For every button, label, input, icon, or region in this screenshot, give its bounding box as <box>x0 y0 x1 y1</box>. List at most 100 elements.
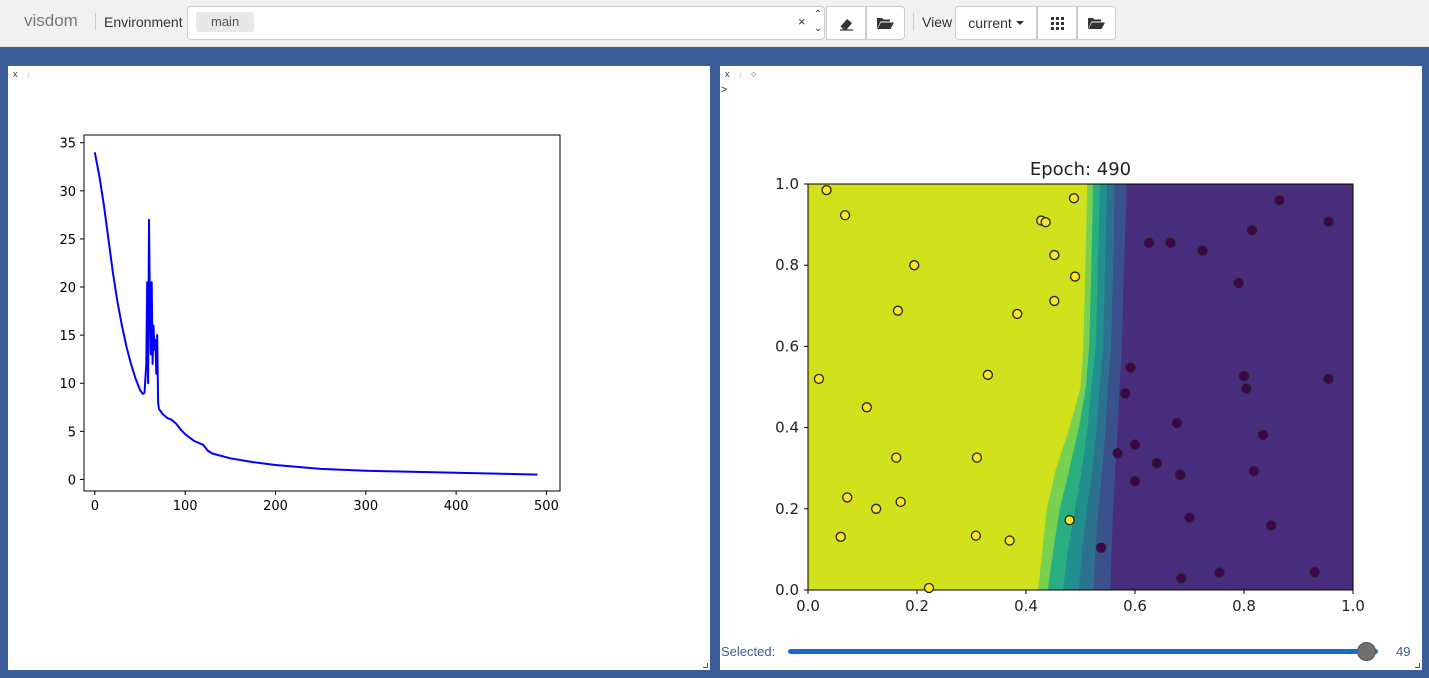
chart-title: Epoch: 490 <box>1030 159 1131 180</box>
scatter-point-class0 <box>1112 448 1123 459</box>
brand-logo[interactable]: visdom <box>24 11 78 30</box>
scatter-point-class0 <box>1233 277 1244 289</box>
scatter-point-class1 <box>891 452 902 463</box>
y-tick-label: 5 <box>68 425 76 440</box>
pane-decision-boundary-plot[interactable]: x ↓ ○ > 0.0 0.2 0.4 0.6 0.8 1.0 0.0 0.2 0.4 0.6 0.… <box>720 66 1422 670</box>
y-tick-label: 0.0 <box>775 581 799 599</box>
loss-series-line <box>93 152 538 476</box>
view-select-dropdown[interactable]: current <box>955 6 1037 40</box>
epoch-slider-row: Selected: 49 <box>720 640 1422 662</box>
y-tick-label: 20 <box>59 281 76 296</box>
scatter-point-class1 <box>839 210 851 221</box>
manage-environments-button[interactable] <box>866 6 905 40</box>
y-tick-label: 0.6 <box>775 337 799 355</box>
scatter-point-class1 <box>982 369 994 380</box>
caret-down-icon <box>1015 21 1024 25</box>
clear-button[interactable] <box>826 6 866 40</box>
scatter-point-class1 <box>923 582 935 594</box>
x-tick-label: 1.0 <box>1341 597 1365 615</box>
scatter-point-class0 <box>1171 417 1183 429</box>
resize-handle[interactable] <box>1415 663 1420 668</box>
chevron-up-icon[interactable]: ⌃ <box>813 9 823 20</box>
scatter-point-class1 <box>1068 193 1080 204</box>
x-tick-label: 0.6 <box>1123 597 1147 615</box>
resize-handle[interactable] <box>703 663 708 668</box>
scatter-point-class1 <box>835 531 846 542</box>
y-tick-label: 0.4 <box>775 419 799 437</box>
x-tick-label: 0.0 <box>796 597 820 615</box>
grid-icon <box>1050 16 1064 30</box>
scatter-point-class1 <box>1049 249 1060 261</box>
scatter-point-class0 <box>1129 476 1141 487</box>
repack-grid-button[interactable] <box>1037 6 1077 40</box>
environment-spinner[interactable]: ⌃ ⌄ <box>811 8 825 39</box>
scatter-point-class0 <box>1165 237 1176 249</box>
scatter-point-class0 <box>1274 195 1285 206</box>
eraser-icon <box>839 18 853 31</box>
pane-download-button[interactable]: ↓ <box>738 69 746 79</box>
top-toolbar: visdom Environment main × ⌃ ⌄ View curre… <box>0 0 1429 47</box>
pane-titlebar: x ↓ ○ <box>725 69 759 79</box>
scatter-point-class0 <box>1257 429 1269 441</box>
decision-boundary-chart: 0.0 0.2 0.4 0.6 0.8 1.0 0.0 0.2 0.4 0.6 0.8 1.0 Epoc… <box>775 159 1365 615</box>
x-tick-label: 400 <box>444 499 469 514</box>
scatter-point-class0 <box>1129 439 1141 450</box>
pane-download-button[interactable]: ↓ <box>26 69 34 79</box>
manage-views-button[interactable] <box>1077 6 1116 40</box>
scatter-point-class0 <box>1096 542 1107 553</box>
x-tick-label: 300 <box>353 499 378 514</box>
x-tick-label: 0 <box>91 499 99 514</box>
scatter-point-class1 <box>861 402 873 413</box>
pane-loss-plot[interactable]: x ↓ 0 100 200 300 400 500 0 5 10 15 20 25 30 35 <box>8 66 710 670</box>
scatter-point-class1 <box>821 184 832 196</box>
environment-select[interactable]: main × ⌃ ⌄ <box>187 6 825 40</box>
scatter-point-class0 <box>1125 362 1136 373</box>
scatter-point-class1 <box>1069 271 1081 282</box>
view-select-value: current <box>968 15 1012 31</box>
scatter-point-class1 <box>895 496 906 508</box>
y-tick-label: 1.0 <box>775 175 799 193</box>
scatter-point-class1 <box>1012 308 1023 320</box>
y-tick-label: 15 <box>59 329 76 344</box>
plot-frame <box>83 134 561 492</box>
scatter-point-class0 <box>1323 216 1334 227</box>
folder-open-icon <box>1088 18 1105 29</box>
chevron-down-icon[interactable]: ⌄ <box>813 23 823 34</box>
pane-close-button[interactable]: x <box>725 69 733 79</box>
scatter-point-class1 <box>870 503 882 514</box>
scatter-point-class0 <box>1176 573 1187 584</box>
scatter-point-class1 <box>1064 515 1075 526</box>
scatter-point-class1 <box>842 492 853 503</box>
scatter-point-class1 <box>813 373 825 385</box>
y-tick-label: 25 <box>59 233 76 248</box>
x-tick-label: 200 <box>263 499 288 514</box>
x-tick-label: 500 <box>534 499 559 514</box>
y-tick-label: 30 <box>59 185 76 200</box>
pane-close-button[interactable]: x <box>13 69 21 79</box>
scatter-point-class0 <box>1175 469 1186 480</box>
plot-frame <box>807 183 1354 591</box>
slider-track[interactable] <box>788 649 1378 654</box>
scatter-point-class0 <box>1144 237 1155 249</box>
scatter-point-class0 <box>1248 465 1259 477</box>
environment-chip-main[interactable]: main <box>196 12 255 32</box>
scatter-point-class0 <box>1197 245 1208 256</box>
clear-environment-button[interactable]: × <box>798 14 806 29</box>
refresh-icon[interactable]: ○ <box>751 69 760 79</box>
scatter-point-class0 <box>1247 225 1258 236</box>
scatter-point-class1 <box>971 452 983 463</box>
y-tick-label: 0.2 <box>775 500 799 518</box>
scatter-point-class0 <box>1238 370 1250 382</box>
scatter-point-class0 <box>1151 458 1162 469</box>
scatter-point-class0 <box>1309 566 1320 578</box>
loss-line-chart: 0 100 200 300 400 500 0 5 10 15 20 25 30 35 <box>59 134 561 514</box>
toolbar-divider <box>95 13 96 30</box>
x-tick-label: 0.2 <box>905 597 929 615</box>
scatter-point-class0 <box>1266 520 1277 531</box>
environment-label: Environment <box>104 14 183 30</box>
scatter-point-class1 <box>892 305 904 316</box>
scatter-point-class0 <box>1214 567 1225 578</box>
slider-thumb[interactable] <box>1357 642 1377 661</box>
toolbar-divider <box>913 13 914 30</box>
prompt-caret: > <box>721 84 728 96</box>
